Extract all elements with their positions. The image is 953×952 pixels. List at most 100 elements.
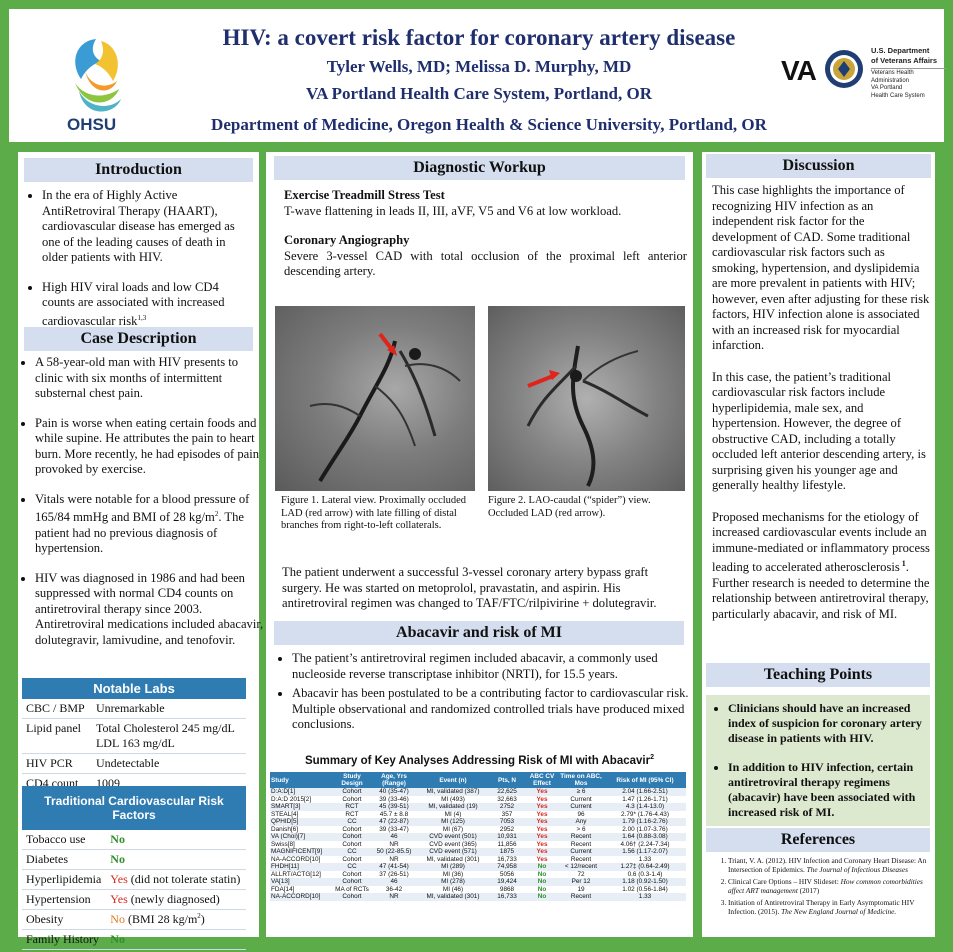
table-cell: D:A:D[1] <box>270 788 334 796</box>
table-cell: Recent <box>558 893 604 901</box>
table-cell: ≥ 6 <box>558 788 604 796</box>
ohsu-logo-icon <box>75 39 121 112</box>
table-cell: 96 <box>577 810 585 818</box>
table-cell: 2952 <box>499 825 515 833</box>
table-cell: CVD event (501) <box>418 833 488 841</box>
risk-factors-table: Traditional Cardiovascular Risk Factors … <box>22 786 246 950</box>
table-cell: Cohort <box>334 833 370 841</box>
table-cell: MAGNIFICENT[9] <box>270 848 334 856</box>
table-cell: RCT <box>334 803 370 811</box>
teaching-bullet: In addition to HIV infection, certain an… <box>728 760 926 820</box>
table-cell: Cohort <box>342 840 362 848</box>
angio-title: Coronary Angiography <box>284 233 410 247</box>
case-heading: Case Description <box>24 327 253 351</box>
abacavir-bullet: The patient’s antiretroviral regimen inc… <box>292 651 694 682</box>
table-cell: 46 <box>370 878 418 886</box>
table-cell: 47 (22-87) <box>370 818 418 826</box>
table-row: Hyperlipidemia Yes (did not tolerate stat… <box>22 869 246 890</box>
table-cell: 1.27‡ (0.64-2.49) <box>604 863 686 871</box>
table-cell: Yes <box>526 818 558 826</box>
table-cell: Cohort <box>334 893 370 901</box>
references-heading: References <box>706 828 930 852</box>
table-cell: NA-ACCORD[10] <box>271 855 321 863</box>
table-cell: Yes <box>536 840 548 848</box>
authors: Tyler Wells, MD; Melissa D. Murphy, MD <box>326 57 632 76</box>
table-cell: 19,424 <box>488 878 526 886</box>
table-cell: 1.18 (0.92-1.50) <box>604 878 686 886</box>
table-row: HIV PCR Undetectable <box>22 753 246 774</box>
va-department-text: U.S. Department of Veterans Affairs Vete… <box>871 47 946 100</box>
table-cell: Current <box>558 848 604 856</box>
table-row: D:A:D 2015[2] Cohort 39 (33-46) MI (493) 32,… <box>270 796 686 804</box>
table-cell: CC <box>334 818 370 826</box>
table-cell: VA[13] <box>270 878 334 886</box>
case-bullet: Pain is worse when eating certain foods … <box>35 416 267 478</box>
workup-text: Exercise Treadmill Stress Test T-wave fl… <box>284 188 687 280</box>
figure2-angiogram <box>488 306 685 491</box>
table-cell: 1875 <box>488 848 526 856</box>
table-cell: 4.06† (2.24-7.34) <box>620 840 670 848</box>
table-cell: CC <box>334 863 370 871</box>
table-row: Danish[6] Cohort 39 (33-47) MI (67) 2952 Yes >… <box>270 826 686 834</box>
table-header-row: Study Study Design Age, Yrs (Range) Even… <box>270 772 686 788</box>
left-column: Introduction In the era of Highly Active… <box>18 152 263 950</box>
table-cell: 0.6 (0.3-1.4) <box>627 870 663 878</box>
workup-heading: Diagnostic Workup <box>274 156 685 180</box>
table-cell: 1.56 (1.17-2.07) <box>604 848 686 856</box>
table-cell: SMART[3] <box>270 803 334 811</box>
table-row: Hypertension Yes (newly diagnosed) <box>22 889 246 910</box>
table-row: CBC / BMP Unremarkable <box>22 699 246 719</box>
table-cell: 32,663 <box>497 795 517 803</box>
table-cell: MI, validated (301) <box>426 855 480 863</box>
table-cell: NR <box>389 840 399 848</box>
table-cell: 19 <box>577 885 585 893</box>
table-row: NA-ACCORD[10] Cohort NR MI, validated (301)… <box>270 856 686 864</box>
abacavir-heading: Abacavir and risk of MI <box>274 621 684 645</box>
table-cell: Cohort <box>334 788 370 796</box>
abacavir-bullet: Abacavir has been postulated to be a con… <box>292 686 694 733</box>
case-bullet: A 58-year-old man with HIV presents to c… <box>35 355 267 402</box>
table-cell: MI, validated (387) <box>418 788 488 796</box>
case-bullet: Vitals were notable for a blood pressure… <box>35 492 267 557</box>
table-cell: 39 (33-47) <box>379 825 409 833</box>
table-body: D:A:D[1] Cohort 40 (35-47) MI, validated (3… <box>270 788 686 901</box>
va-logo: VA <box>781 55 817 86</box>
teaching-heading: Teaching Points <box>706 663 930 687</box>
table-cell: MI (493) <box>441 795 465 803</box>
introduction-heading: Introduction <box>24 158 253 182</box>
affiliation: VA Portland Health Care System, Portland… <box>306 84 652 103</box>
table-cell: 2.04 (1.66-2.51) <box>604 788 686 796</box>
table-cell: 46 <box>370 833 418 841</box>
table-cell: 16,733 <box>497 855 517 863</box>
table-cell: MI (278) <box>418 878 488 886</box>
intro-bullet: In the era of Highly Active AntiRetrovir… <box>42 188 253 266</box>
table-cell: ALLRT/ACTG[12] <box>271 870 321 878</box>
reference-item: Triant, V. A. (2012). HIV Infection and … <box>728 856 928 874</box>
table-cell: 40 (35-47) <box>370 788 418 796</box>
table-cell: NR <box>370 893 418 901</box>
table-cell: 2.79* (1.76-4.43) <box>621 810 669 818</box>
table-cell: 45 (39-51) <box>370 803 418 811</box>
table-cell: 39 (33-46) <box>379 795 409 803</box>
table-cell: CVD event (571) <box>418 848 488 856</box>
table-cell: 1.33 <box>638 855 652 863</box>
ohsu-logo-text: OHSU <box>67 115 117 134</box>
discussion-p3: Proposed mechanisms for the etiology of … <box>712 509 930 621</box>
abacavir-studies-table: Study Study Design Age, Yrs (Range) Even… <box>270 772 686 901</box>
ett-text: T-wave flattening in leads II, III, aVF,… <box>284 203 622 218</box>
table-cell: No <box>537 870 547 878</box>
labs-heading: Notable Labs <box>22 678 246 699</box>
table-cell: 357 <box>501 810 513 818</box>
ett-title: Exercise Treadmill Stress Test <box>284 188 445 202</box>
table-cell: Yes <box>536 810 548 818</box>
figure1-caption: Figure 1. Lateral view. Proximally occlu… <box>281 495 467 531</box>
table-cell: MI (67) <box>442 825 464 833</box>
table-cell: Cohort <box>342 825 362 833</box>
reference-item: Initiation of Antiretroviral Therapy in … <box>728 898 928 916</box>
table-cell: No <box>526 863 558 871</box>
table-cell: QPHID[5] <box>270 818 334 826</box>
table-cell: CC <box>334 848 370 856</box>
table-cell: 36-42 <box>385 885 403 893</box>
labs-table: Notable Labs CBC / BMP Unremarkable Lipid… <box>22 678 246 794</box>
angio-text: Severe 3-vessel CAD with total occlusion… <box>284 248 687 279</box>
